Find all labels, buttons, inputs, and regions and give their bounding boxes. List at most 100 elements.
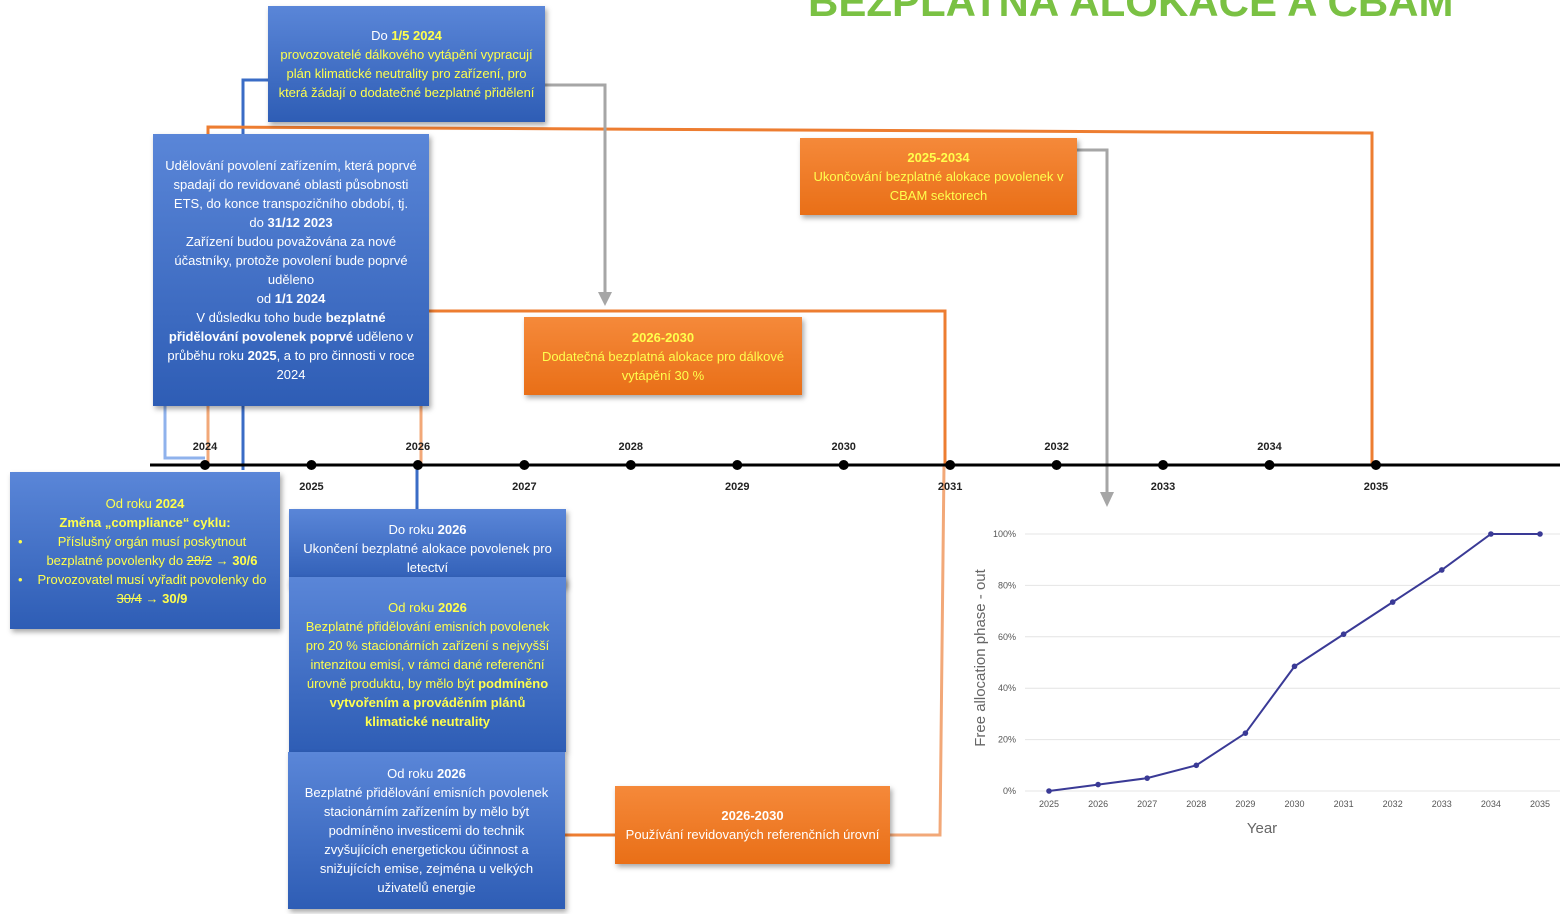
timeline-dot: [519, 460, 530, 470]
text-run: uděleno v průběhu roku: [167, 329, 414, 363]
timeline-dot: [732, 460, 743, 470]
paragraph: Od roku 2026: [297, 598, 558, 617]
timeline-dot: [625, 460, 636, 470]
connector: [425, 309, 947, 465]
year-label: 2032: [1044, 441, 1068, 453]
x-tick-label: 2025: [1039, 799, 1059, 809]
text-run: Od roku: [387, 766, 437, 781]
timeline-dot: [306, 460, 317, 470]
paragraph: 2026-2030: [623, 806, 882, 825]
text-run: 30/6: [232, 552, 258, 568]
data-point: [1291, 663, 1298, 670]
info-box: 2026-2030 Dodatečná bezplatná alokace pro…: [524, 317, 802, 395]
text-run: 2025-2034: [907, 150, 970, 165]
timeline-dot: [200, 460, 210, 470]
paragraph: Ukončování bezplatné alokace povolenek v…: [808, 167, 1069, 205]
x-tick-label: 2033: [1432, 799, 1452, 809]
year-label: 2024: [193, 441, 218, 453]
paragraph: Změna „compliance“ cyklu:: [18, 513, 272, 532]
paragraph: 2026-2030: [532, 328, 794, 347]
connector: [545, 83, 607, 293]
text-run: Od roku: [105, 495, 156, 511]
bullet-item: Provozovatel musí vyřadit povolenky do 3…: [18, 570, 272, 608]
year-label: 2029: [725, 481, 749, 493]
text-run: →: [141, 590, 163, 606]
year-label: 2033: [1151, 481, 1175, 493]
paragraph: Udělování povolení zařízením, která popr…: [161, 156, 421, 213]
y-tick-label: 80%: [998, 580, 1016, 590]
text-run: 2026: [437, 521, 467, 537]
text-run: bezplatné přidělování povolenek poprvé: [168, 310, 386, 344]
year-label: 2035: [1364, 481, 1388, 493]
arrowhead: [1100, 492, 1114, 507]
text-run: 2024: [155, 495, 185, 511]
connector: [163, 405, 205, 460]
text-run: 31/12 2023: [267, 215, 333, 230]
info-box: Do roku 2026 Ukončení bezplatné alokace p…: [289, 509, 566, 587]
x-tick-label: 2028: [1186, 799, 1206, 809]
timeline-dot: [412, 460, 423, 470]
info-box: 2025-2034 Ukončování bezplatné alokace po…: [800, 138, 1077, 215]
text-run: Ukončování bezplatné alokace povolenek v…: [813, 169, 1064, 203]
x-tick-label: 2027: [1137, 799, 1157, 809]
text-run: Ukončení bezplatné alokace povolenek pro…: [303, 540, 552, 575]
text-run: 2026-2030: [721, 808, 784, 823]
text-run: →: [211, 552, 233, 568]
data-line: [1048, 533, 1540, 792]
year-label: 2027: [512, 481, 536, 493]
timeline-dot: [945, 460, 956, 470]
paragraph: Používání revidovaných referenčních úrov…: [623, 825, 882, 844]
slide-title: BEZPLATNÁ ALOKACE A CBAM: [808, 0, 1454, 25]
paragraph: Dodatečná bezplatná alokace pro dálkové …: [532, 347, 794, 385]
connector: [206, 125, 1374, 465]
text-run: 30/9: [162, 590, 188, 606]
text-run: Příslušný orgán musí poskytnout bezplatn…: [46, 533, 247, 568]
text-run: 1/1 2024: [274, 291, 326, 306]
data-point: [1389, 599, 1396, 605]
paragraph: Ukončení bezplatné alokace povolenek pro…: [297, 539, 558, 577]
text-run: 28/2: [186, 552, 212, 568]
connector: [1077, 148, 1109, 493]
text-run: V důsledku toho bude: [196, 310, 326, 325]
paragraph: 2025-2034: [808, 148, 1069, 167]
paragraph: Zařízení budou považována za nové účastn…: [161, 232, 421, 289]
data-point: [1095, 781, 1101, 788]
info-box: 2026-2030 Používání revidovaných referenč…: [615, 786, 890, 864]
text-run: Používání revidovaných referenčních úrov…: [625, 827, 880, 842]
x-tick-label: 2032: [1383, 799, 1403, 809]
x-tick-label: 2035: [1530, 799, 1550, 809]
info-box: Od roku 2026 Bezplatné přidělování emisní…: [288, 752, 565, 909]
data-point: [1439, 567, 1445, 573]
y-tick-label: 20%: [998, 735, 1016, 745]
text-run: Zařízení budou považována za nové účastn…: [174, 234, 408, 287]
paragraph: Do roku 2026: [297, 520, 558, 539]
y-tick-label: 60%: [998, 632, 1016, 642]
text-run: Udělování povolení zařízením, která popr…: [165, 158, 417, 211]
paragraph: Od roku 2024: [18, 494, 272, 513]
text-run: Do: [371, 28, 392, 43]
x-tick-label: 2030: [1284, 799, 1304, 809]
text-run: Bezplatné přidělování emisních povolenek…: [304, 785, 549, 895]
data-point: [1242, 730, 1249, 736]
y-axis-label: Free allocation phase - out: [972, 568, 989, 746]
year-label: 2030: [831, 441, 855, 453]
y-tick-label: 0%: [1003, 786, 1016, 796]
text-run: Provozovatel musí vyřadit povolenky do: [37, 571, 267, 587]
year-label: 2025: [299, 481, 323, 493]
text-run: 2026-2030: [631, 329, 695, 345]
text-run: , a to pro činnosti v roce 2024: [276, 348, 415, 382]
paragraph: provozovatelé dálkového vytápění vypracu…: [276, 45, 537, 102]
y-tick-label: 40%: [998, 683, 1016, 693]
data-point: [1488, 531, 1494, 537]
year-label: 2034: [1257, 441, 1282, 453]
text-run: od: [256, 291, 275, 306]
info-box: Do 1/5 2024 provozovatelé dálkového vytáp…: [268, 6, 545, 122]
year-label: 2031: [938, 481, 962, 493]
text-run: Do roku: [388, 521, 438, 537]
data-point: [1537, 531, 1543, 537]
timeline-dot: [838, 460, 849, 470]
text-run: 2025: [247, 348, 277, 363]
text-run: 30/4: [116, 590, 142, 606]
text-run: Od roku: [388, 600, 438, 615]
